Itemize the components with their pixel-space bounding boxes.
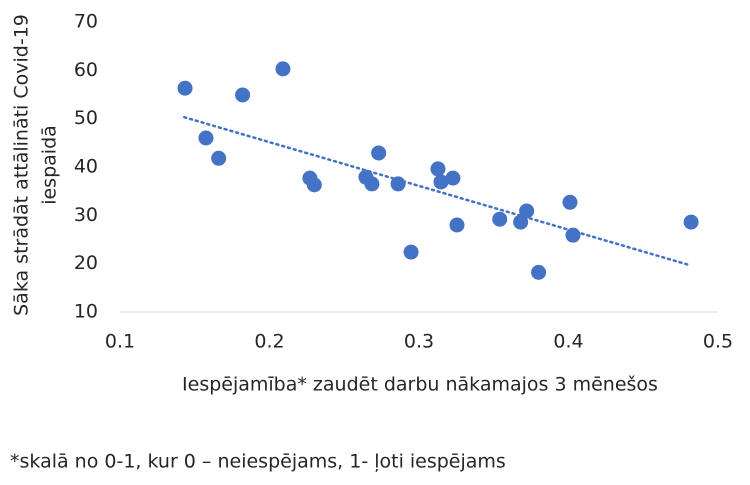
x-tick-label: 0.5 xyxy=(703,331,733,353)
x-tick-label: 0.1 xyxy=(105,331,135,353)
x-axis-label: Iespējamība* zaudēt darbu nākamajos 3 mē… xyxy=(182,374,658,396)
point xyxy=(364,176,380,192)
y-tick-label: 40 xyxy=(74,156,98,178)
point xyxy=(445,170,461,186)
point xyxy=(275,61,291,77)
y-tick-label: 60 xyxy=(74,59,98,81)
y-tick-label: 30 xyxy=(74,204,98,226)
point xyxy=(565,227,581,243)
y-tick-label: 70 xyxy=(74,11,98,33)
y-axis-label: iespaidā xyxy=(39,125,61,205)
point xyxy=(390,176,406,192)
point xyxy=(430,161,446,177)
footnote: *skalā no 0-1, kur 0 – neiespējams, 1- ļ… xyxy=(10,451,506,473)
y-axis-label: Sāka strādāt attālināti Covid-19 xyxy=(11,14,33,316)
point xyxy=(513,214,529,230)
x-tick-label: 0.2 xyxy=(254,331,284,353)
y-tick-label: 50 xyxy=(74,107,98,129)
trendline xyxy=(183,115,691,267)
point xyxy=(211,150,227,166)
point xyxy=(683,214,699,230)
point xyxy=(519,203,535,219)
point xyxy=(433,174,449,190)
point xyxy=(235,87,251,103)
point xyxy=(562,194,578,210)
point xyxy=(177,80,193,96)
x-tick-label: 0.3 xyxy=(404,331,434,353)
point xyxy=(531,264,547,280)
point xyxy=(198,130,214,146)
point xyxy=(306,177,322,193)
point xyxy=(403,244,419,260)
y-tick-label: 10 xyxy=(74,301,98,323)
x-tick-label: 0.4 xyxy=(553,331,583,353)
point xyxy=(449,217,465,233)
point xyxy=(492,211,508,227)
y-tick-label: 20 xyxy=(74,252,98,274)
point xyxy=(371,145,387,161)
